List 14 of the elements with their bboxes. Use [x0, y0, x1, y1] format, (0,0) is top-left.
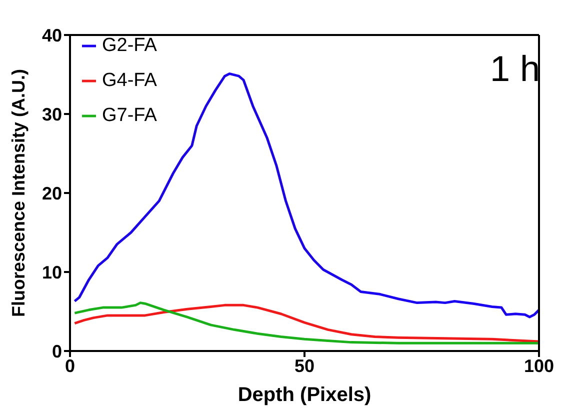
- y-tick-label: 10: [42, 262, 62, 282]
- x-tick-label: 50: [294, 356, 315, 376]
- annotation: 1 h: [490, 48, 540, 90]
- x-tick-label: 0: [64, 356, 76, 376]
- y-tick-label: 30: [42, 104, 62, 124]
- y-tick-label: 40: [42, 25, 62, 46]
- legend-label: G7-FA: [102, 104, 157, 126]
- x-tick-label: 100: [524, 356, 554, 376]
- y-tick-label: 20: [42, 183, 62, 204]
- legend-label: G2-FA: [102, 34, 157, 56]
- legend-label: G4-FA: [102, 70, 157, 92]
- x-axis-title: Depth (Pixels): [238, 384, 372, 406]
- y-axis-title: Fluorescence Intensity (A.U.): [8, 68, 28, 318]
- y-tick-label: 0: [52, 341, 62, 362]
